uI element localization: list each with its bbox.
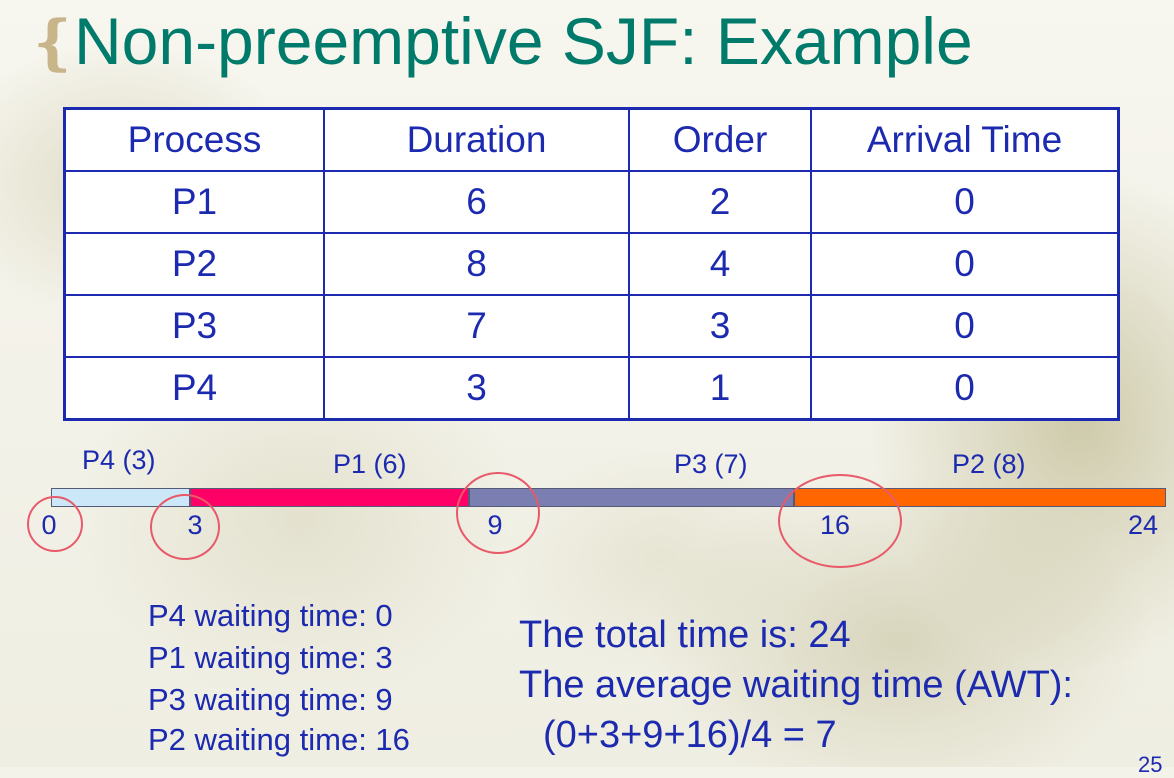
waiting-time-p4: P4 waiting time: 0 xyxy=(148,598,393,633)
segment-label-p4: P4 (3) xyxy=(82,445,156,475)
title-ornament-icon: ❴ xyxy=(28,8,79,78)
cell-order: 2 xyxy=(628,170,812,234)
segment-label-p2: P2 (8) xyxy=(952,449,1026,479)
hand-circle-annotation xyxy=(456,472,540,554)
cell-duration: 7 xyxy=(323,294,630,358)
header-process: Process xyxy=(63,107,325,172)
waiting-time-p2: P2 waiting time: 16 xyxy=(148,722,410,757)
waiting-time-p3: P3 waiting time: 9 xyxy=(148,682,393,717)
cell-process: P2 xyxy=(63,232,325,296)
cell-duration: 8 xyxy=(323,232,630,296)
total-time-text: The total time is: 24 xyxy=(519,614,851,656)
segment-bar-p1 xyxy=(190,488,470,507)
cell-duration: 3 xyxy=(323,356,630,421)
slide-page-number: 25 xyxy=(1138,752,1163,777)
cell-arrival: 0 xyxy=(810,356,1120,421)
header-order: Order xyxy=(628,107,812,172)
table-row: P4 3 1 0 xyxy=(63,356,1120,421)
table-header-row: Process Duration Order Arrival Time xyxy=(63,107,1120,172)
cell-arrival: 0 xyxy=(810,232,1120,296)
cell-process: P4 xyxy=(63,356,325,421)
cell-arrival: 0 xyxy=(810,170,1120,234)
waiting-time-p1: P1 waiting time: 3 xyxy=(148,640,393,675)
hand-circle-annotation xyxy=(150,494,220,560)
cell-arrival: 0 xyxy=(810,294,1120,358)
slide-title: Non-preemptive SJF: Example xyxy=(74,4,973,78)
cell-process: P1 xyxy=(63,170,325,234)
segment-label-p1: P1 (6) xyxy=(333,449,407,479)
awt-label: The average waiting time (AWT): xyxy=(519,664,1073,706)
cell-order: 4 xyxy=(628,232,812,296)
cell-order: 3 xyxy=(628,294,812,358)
cell-order: 1 xyxy=(628,356,812,421)
segment-label-p3: P3 (7) xyxy=(674,449,748,479)
table-row: P3 7 3 0 xyxy=(63,294,1120,358)
header-arrival-time: Arrival Time xyxy=(810,107,1120,172)
hand-circle-annotation xyxy=(778,474,902,568)
tick-label: 24 xyxy=(1127,510,1159,540)
table-row: P1 6 2 0 xyxy=(63,170,1120,234)
process-table: Process Duration Order Arrival Time P1 6… xyxy=(63,107,1120,421)
hand-circle-annotation xyxy=(27,496,83,552)
cell-process: P3 xyxy=(63,294,325,358)
header-duration: Duration xyxy=(323,107,630,172)
table-row: P2 8 4 0 xyxy=(63,232,1120,296)
cell-duration: 6 xyxy=(323,170,630,234)
awt-formula: (0+3+9+16)/4 = 7 xyxy=(543,714,837,756)
